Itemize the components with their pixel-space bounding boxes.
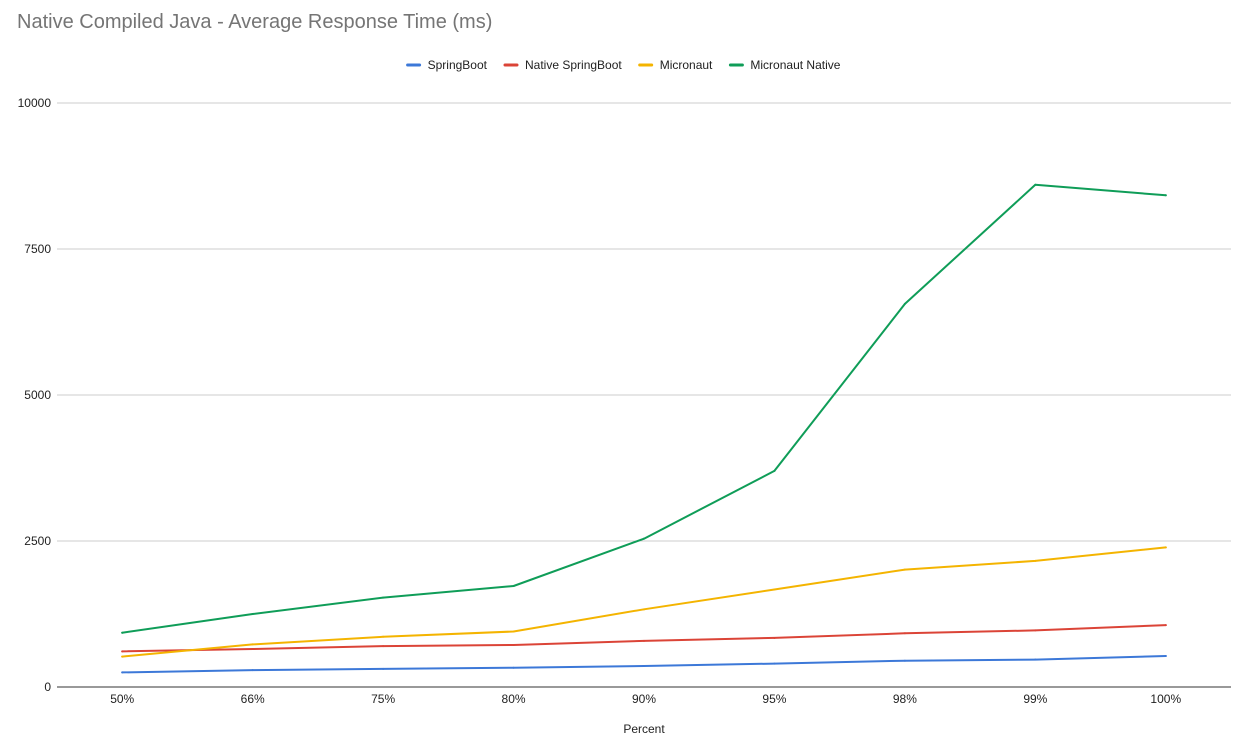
- data-point: [773, 636, 776, 639]
- data-point: [643, 608, 645, 611]
- chart-legend: SpringBoot Native SpringBoot Micronaut Micr…: [406, 58, 841, 72]
- y-tick-label: 0: [44, 680, 51, 694]
- x-tick-label: 90%: [632, 692, 656, 706]
- data-point: [121, 671, 124, 674]
- data-point: [1164, 624, 1167, 627]
- data-point: [903, 302, 906, 305]
- series-line: [121, 183, 1167, 634]
- data-point: [382, 667, 385, 670]
- y-axis-ticks: 0 2500 5000 7500 10000: [18, 96, 52, 694]
- legend-label: Native SpringBoot: [525, 58, 622, 72]
- data-point: [1034, 658, 1037, 661]
- data-point: [382, 596, 385, 599]
- series-springboot: [121, 655, 1167, 674]
- series-line: [121, 655, 1167, 674]
- x-tick-label: 98%: [893, 692, 917, 706]
- y-tick-label: 7500: [24, 242, 51, 256]
- data-point: [1034, 559, 1037, 562]
- data-point: [1164, 655, 1167, 658]
- data-point: [643, 639, 645, 642]
- data-point: [773, 588, 776, 591]
- data-point: [251, 648, 254, 651]
- legend-label: SpringBoot: [428, 58, 488, 72]
- x-tick-label: 100%: [1150, 692, 1181, 706]
- data-point: [1164, 194, 1167, 197]
- y-tick-label: 2500: [24, 534, 51, 548]
- data-point: [121, 650, 124, 653]
- series-line: [121, 624, 1167, 653]
- x-tick-label: 66%: [241, 692, 265, 706]
- data-point: [512, 584, 515, 587]
- legend-label: Micronaut Native: [750, 58, 840, 72]
- data-point: [382, 645, 385, 648]
- x-tick-label: 80%: [502, 692, 526, 706]
- x-tick-label: 75%: [371, 692, 395, 706]
- legend-item: Micronaut Native: [728, 58, 841, 72]
- data-point: [1034, 629, 1037, 632]
- legend-label: Micronaut: [660, 58, 713, 72]
- y-tick-label: 10000: [18, 96, 52, 110]
- data-point: [251, 669, 254, 672]
- data-point: [512, 666, 515, 669]
- data-point: [773, 469, 776, 472]
- data-point: [512, 643, 515, 646]
- data-point: [903, 568, 906, 571]
- legend-item: Native SpringBoot: [503, 58, 622, 72]
- legend-item: SpringBoot: [406, 58, 488, 72]
- data-point: [251, 613, 254, 615]
- data-point: [512, 630, 515, 633]
- chart-title: Native Compiled Java - Average Response …: [17, 11, 492, 33]
- x-tick-label: 95%: [762, 692, 786, 706]
- x-tick-label: 50%: [110, 692, 134, 706]
- x-axis-ticks: 50% 66% 75% 80% 90% 95% 98% 99% 100%: [110, 692, 1181, 706]
- data-point: [903, 632, 906, 635]
- data-point: [643, 537, 645, 540]
- data-point: [1034, 183, 1037, 186]
- data-point: [251, 643, 254, 646]
- data-point: [121, 631, 124, 634]
- x-tick-label: 99%: [1023, 692, 1047, 706]
- series-micronaut: [121, 546, 1167, 658]
- series-micronaut-native: [121, 183, 1167, 634]
- y-tick-label: 5000: [24, 388, 51, 402]
- series-native-springboot: [121, 624, 1167, 653]
- data-point: [382, 635, 385, 638]
- series-lines: [121, 183, 1167, 674]
- data-point: [903, 659, 906, 662]
- gridlines: [57, 102, 1231, 542]
- x-axis-title: Percent: [623, 722, 665, 736]
- legend-item: Micronaut: [638, 58, 713, 72]
- data-point: [1164, 546, 1167, 549]
- data-point: [121, 655, 124, 658]
- data-point: [773, 662, 776, 665]
- data-point: [643, 664, 645, 667]
